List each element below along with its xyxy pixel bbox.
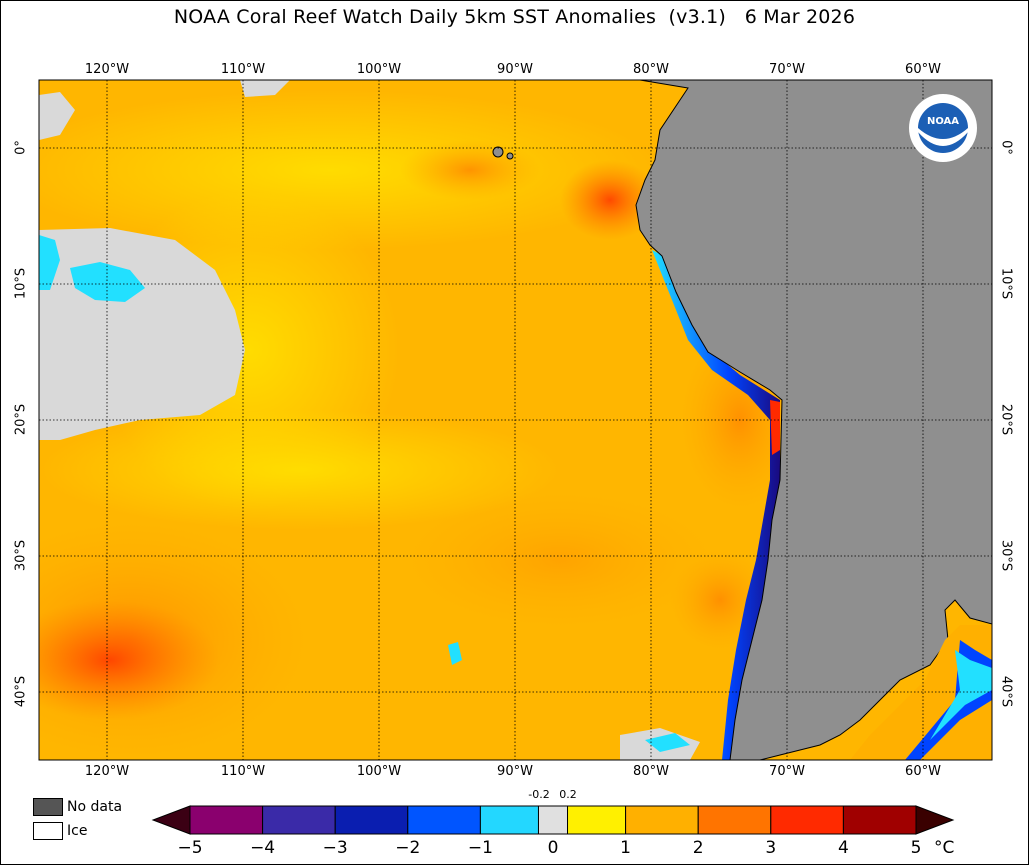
colorbar-segment xyxy=(770,805,844,835)
lon-label: 120°W xyxy=(84,62,130,77)
colorbar-tick-label: 3 xyxy=(765,838,777,858)
colorbar-unit: °C xyxy=(934,838,955,858)
colorbar-small-tick-pos: 0.2 xyxy=(559,788,577,801)
galapagos-island xyxy=(492,146,504,158)
lon-label: 110°W xyxy=(220,62,266,77)
colorbar-segment xyxy=(537,805,569,835)
warm-region-galapagos xyxy=(400,140,540,200)
galapagos-island-small xyxy=(506,152,514,160)
colorbar-tick-label: 1 xyxy=(620,838,632,858)
hot-region-ecuador xyxy=(560,160,660,240)
map-border xyxy=(38,79,993,761)
lon-label: 60°W xyxy=(905,764,941,779)
colorbar-tick-label: 5 xyxy=(910,838,922,858)
colorbar-segment xyxy=(479,805,539,835)
cold-patch-south xyxy=(645,733,690,752)
noaa-logo-wave xyxy=(918,128,968,146)
colorbar-tick-label: 0 xyxy=(547,838,559,858)
noaa-logo-text: NOAA xyxy=(927,116,959,127)
lon-label: 80°W xyxy=(633,62,669,77)
warm-region-central xyxy=(400,490,720,630)
colorbar-segment xyxy=(567,805,627,835)
lon-label: 120°W xyxy=(84,764,130,779)
noaa-logo: NOAA xyxy=(909,94,977,162)
colorbar-segment xyxy=(189,805,264,835)
lon-label: 100°W xyxy=(356,764,402,779)
colorbar-segment xyxy=(407,805,481,835)
lon-label: 100°W xyxy=(356,62,402,77)
hot-region-southwest xyxy=(39,600,220,720)
colorbar-tick-label: −4 xyxy=(250,838,276,858)
lon-label: 90°W xyxy=(497,764,533,779)
no-data-swatch xyxy=(33,798,63,816)
yellow-band-mid xyxy=(40,410,560,530)
colorbar-segment xyxy=(334,805,409,835)
colorbar-max-arrow xyxy=(915,805,955,835)
hot-coastal-spot xyxy=(770,400,780,455)
cold-coastal-strip xyxy=(652,250,780,760)
ice-swatch xyxy=(33,822,63,840)
colorbar-tick-label: −3 xyxy=(322,838,348,858)
lon-label: 60°W xyxy=(905,62,941,77)
colorbar-segment xyxy=(697,805,772,835)
ice-label: Ice xyxy=(67,823,88,839)
cold-patch-small xyxy=(448,642,462,665)
lon-label: 110°W xyxy=(220,764,266,779)
colorbar-segment xyxy=(262,805,336,835)
colorbar-min-arrow xyxy=(151,805,191,835)
cold-patch-edge xyxy=(39,235,60,290)
colorbar-small-tick-neg: -0.2 xyxy=(528,788,550,801)
colorbar-tick-label: −5 xyxy=(177,838,203,858)
colorbar-tick-label: −2 xyxy=(395,838,421,858)
colorbar xyxy=(151,805,955,835)
no-data-patch-nw xyxy=(39,92,75,140)
no-data-patch-n xyxy=(240,80,290,97)
colorbar-tick-label: 2 xyxy=(692,838,704,858)
colorbar-segment xyxy=(625,805,699,835)
map-area xyxy=(39,80,992,760)
colorbar-segment xyxy=(842,805,917,835)
cold-patch-west xyxy=(70,262,145,302)
lon-label: 80°W xyxy=(633,764,669,779)
colorbar-tick-label: 4 xyxy=(837,838,849,858)
cold-atlantic-inner xyxy=(930,650,992,740)
lon-label: 70°W xyxy=(769,764,805,779)
grid-lines xyxy=(39,80,992,760)
lon-label: 90°W xyxy=(497,62,533,77)
no-data-label: No data xyxy=(67,799,123,815)
page-title: NOAA Coral Reef Watch Daily 5km SST Anom… xyxy=(173,6,856,28)
colorbar-tick-label: −1 xyxy=(467,838,493,858)
lon-label: 70°W xyxy=(769,62,805,77)
